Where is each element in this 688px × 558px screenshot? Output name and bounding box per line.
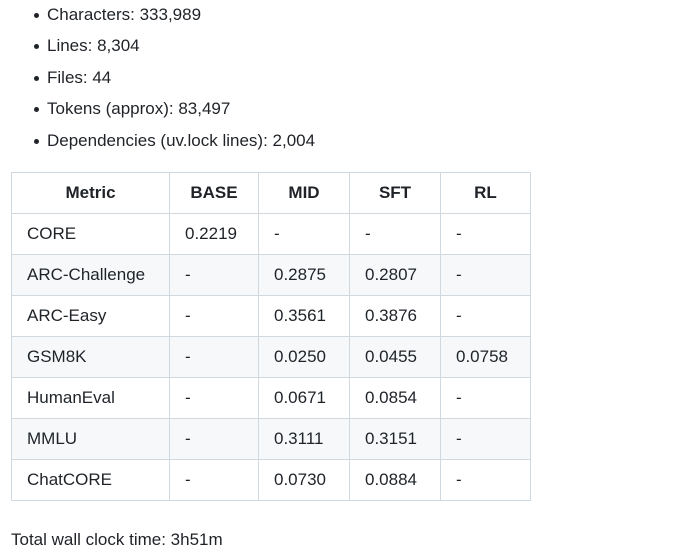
cell-sft: 0.3876 [349, 295, 441, 337]
cell-mid: - [258, 213, 350, 255]
cell-mid: 0.0730 [258, 459, 350, 501]
stat-item: Files: 44 [33, 68, 112, 87]
header-sft: SFT [349, 172, 441, 214]
cell-metric: ARC-Easy [11, 295, 170, 337]
table-header-row: Metric BASE MID SFT RL [11, 172, 531, 214]
header-metric: Metric [11, 172, 170, 214]
stat-item: Dependencies (uv.lock lines): 2,004 [33, 131, 316, 150]
cell-mid: 0.3561 [258, 295, 350, 337]
table-row: MMLU -0.3111 0.3151- [11, 418, 531, 460]
cell-sft: 0.3151 [349, 418, 441, 460]
cell-sft: 0.0854 [349, 377, 441, 419]
cell-metric: ChatCORE [11, 459, 170, 501]
cell-base: - [169, 377, 259, 419]
table-row: HumanEval -0.0671 0.0854- [11, 377, 531, 419]
table-row: ChatCORE -0.0730 0.0884- [11, 459, 531, 501]
table-row: CORE 0.2219- - - [11, 213, 531, 255]
cell-metric: GSM8K [11, 336, 170, 378]
cell-rl: - [440, 295, 531, 337]
cell-base: - [169, 295, 259, 337]
cell-sft: 0.0455 [349, 336, 441, 378]
cell-metric: CORE [11, 213, 170, 255]
cell-base: - [169, 336, 259, 378]
stat-item: Lines: 8,304 [34, 36, 140, 55]
cell-rl: - [440, 459, 531, 501]
cell-rl: - [440, 377, 531, 419]
cell-mid: 0.2875 [258, 254, 350, 296]
cell-mid: 0.0671 [258, 377, 350, 419]
cell-sft: - [349, 213, 441, 255]
cell-mid: 0.0250 [258, 336, 350, 378]
stat-item: Tokens (approx): 83,497 [33, 99, 231, 118]
cell-base: - [169, 254, 259, 296]
cell-base: 0.2219 [169, 213, 259, 255]
cell-metric: HumanEval [11, 377, 170, 419]
header-rl: RL [440, 172, 531, 214]
cell-rl: 0.0758 [440, 336, 531, 378]
cell-base: - [169, 418, 259, 460]
cell-base: - [169, 459, 259, 501]
cell-sft: 0.0884 [349, 459, 441, 501]
stat-item: Characters: 333,989 [33, 5, 202, 24]
header-mid: MID [258, 172, 350, 214]
table-row: ARC-Easy -0.3561 0.3876- [11, 295, 531, 337]
cell-rl: - [440, 213, 531, 255]
table-row: ARC-Challenge -0.2875 0.2807- [11, 254, 531, 296]
table-row: GSM8K -0.0250 0.0455 0.0758 [11, 336, 531, 378]
cell-metric: ARC-Challenge [11, 254, 170, 296]
cell-mid: 0.3111 [258, 418, 350, 460]
cell-rl: - [440, 254, 531, 296]
cell-rl: - [440, 418, 531, 460]
metrics-table: Metric BASE MID SFT RL CORE 0.2219- - - ARC-… [11, 172, 531, 501]
cell-metric: MMLU [11, 418, 170, 460]
header-base: BASE [169, 172, 259, 214]
cell-sft: 0.2807 [349, 254, 441, 296]
total-wall-clock-time: Total wall clock time: 3h51m [11, 530, 223, 549]
